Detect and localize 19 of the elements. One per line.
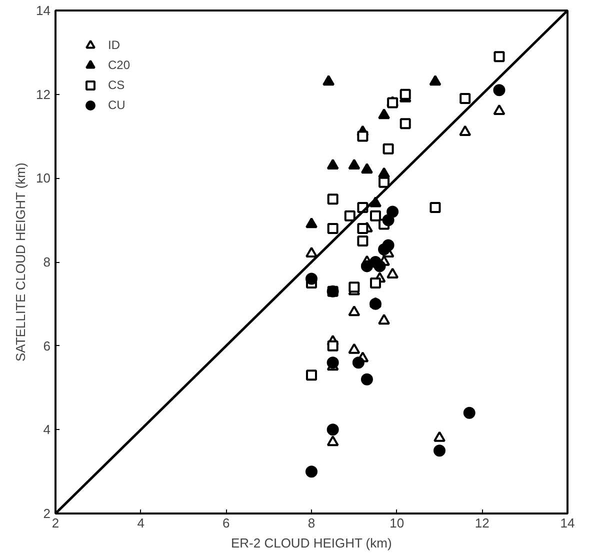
y-tick-label: 2 (43, 506, 51, 521)
legend-label: C20 (108, 58, 130, 72)
y-axis-title: SATELLITE CLOUD HEIGHT (km) (13, 162, 28, 362)
x-axis-title: ER-2 CLOUD HEIGHT (km) (230, 536, 392, 550)
x-tick-label: 14 (560, 516, 575, 530)
x-tick-label: 8 (308, 516, 316, 530)
y-tick-label: 4 (43, 422, 51, 438)
legend-label: CU (108, 98, 126, 112)
y-tick-label: 8 (43, 254, 51, 270)
y-tick-label: 10 (36, 170, 51, 186)
y-tick-label: 6 (43, 338, 51, 354)
legend-label: ID (108, 38, 121, 52)
x-tick-label: 4 (137, 516, 144, 530)
x-tick-label: 6 (222, 516, 230, 530)
y-tick-label: 12 (36, 86, 51, 102)
x-tick-label: 12 (474, 516, 490, 530)
x-tick-label: 10 (390, 516, 404, 530)
y-tick-label: 14 (36, 3, 51, 18)
legend-label: CS (108, 78, 126, 92)
